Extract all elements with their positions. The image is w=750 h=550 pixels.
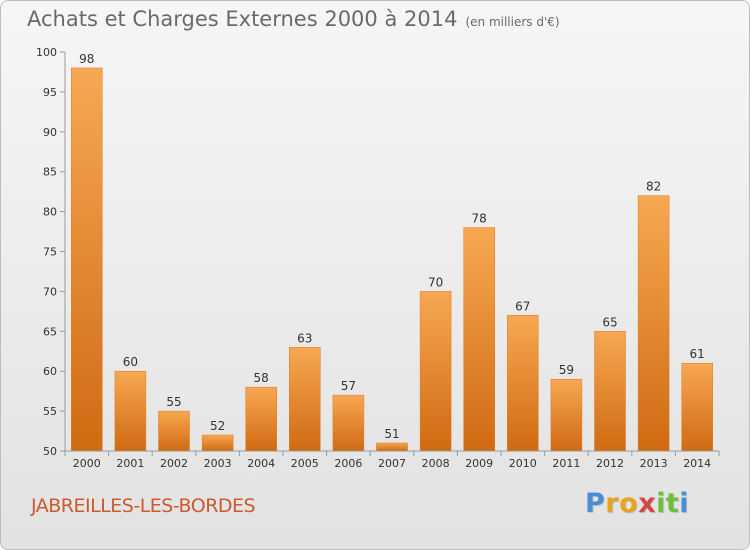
- y-tick-label: 85: [43, 166, 57, 179]
- x-tick-label: 2004: [247, 457, 275, 470]
- proxiti-logo[interactable]: Proxiti: [585, 488, 689, 519]
- bar-2010[interactable]: [507, 315, 539, 452]
- chart-unit: (en milliers d'€): [465, 15, 560, 29]
- bar-2001[interactable]: [114, 370, 147, 452]
- x-tick-label: 2000: [73, 457, 101, 470]
- logo-letter: x: [638, 488, 657, 519]
- bar-value-label: 58: [254, 371, 269, 385]
- y-tick-label: 50: [43, 445, 57, 458]
- y-axis: 50 55 60 65 70 75 80 85 90 95 100: [36, 46, 66, 458]
- bar-2012[interactable]: [594, 331, 626, 452]
- bar-2004[interactable]: [245, 386, 277, 452]
- bar-value-label: 59: [559, 363, 574, 377]
- chart-title: Achats et Charges Externes 2000 à 2014 (e…: [27, 7, 560, 31]
- x-tick-label: 2011: [552, 457, 580, 470]
- y-tick-label: 55: [43, 405, 57, 418]
- bar-value-label: 61: [690, 347, 705, 361]
- bar-2014[interactable]: [681, 362, 713, 452]
- x-tick-label: 2012: [596, 457, 624, 470]
- bar-2009[interactable]: [463, 227, 495, 452]
- x-tick-label: 2007: [378, 457, 406, 470]
- bar-value-label: 67: [515, 299, 530, 313]
- x-axis: 2000 2001 2002 2003 2004 2005 2006 2007 2008 2009…: [64, 450, 720, 470]
- y-tick-label: 100: [36, 46, 57, 59]
- logo-letter: i: [679, 488, 690, 519]
- bar-2013[interactable]: [637, 195, 670, 452]
- x-tick-label: 2002: [160, 457, 188, 470]
- x-tick-label: 2008: [422, 457, 450, 470]
- logo-letter: r: [605, 488, 620, 519]
- logo-letter: i: [656, 488, 666, 519]
- bar-2008[interactable]: [419, 291, 452, 452]
- bar-value-label: 65: [602, 315, 617, 329]
- bar-2000[interactable]: [71, 67, 103, 452]
- bar-value-label: 51: [384, 427, 399, 441]
- bar-2006[interactable]: [332, 394, 365, 452]
- city-name: JABREILLES-LES-BORDES: [31, 495, 256, 517]
- x-tick-label: 2009: [465, 457, 493, 470]
- bar-value-label: 52: [210, 419, 225, 433]
- bar-value-label: 55: [166, 395, 181, 409]
- logo-letter: o: [619, 488, 639, 519]
- bar-2007[interactable]: [376, 442, 408, 452]
- x-tick-label: 2014: [683, 457, 711, 470]
- bar-value-label: 63: [297, 331, 312, 345]
- bar-value-label: 82: [646, 180, 661, 194]
- x-tick-label: 2006: [334, 457, 362, 470]
- bar-value-label: 70: [428, 275, 443, 289]
- x-tick-label: 2010: [509, 457, 537, 470]
- bar-2002[interactable]: [158, 410, 190, 452]
- y-tick-label: 95: [43, 86, 57, 99]
- y-tick-label: 70: [43, 285, 57, 298]
- bar-2003[interactable]: [201, 434, 234, 452]
- x-tick-label: 2001: [116, 457, 144, 470]
- bar-2005[interactable]: [289, 347, 321, 452]
- x-tick-label: 2003: [204, 457, 232, 470]
- y-tick-label: 80: [43, 206, 57, 219]
- y-tick-label: 90: [43, 126, 57, 139]
- bars: 98 60 55 52 58 63 57 51 70 78 67 59 65 82 61: [71, 52, 713, 452]
- x-tick-label: 2005: [291, 457, 319, 470]
- bar-2011[interactable]: [550, 378, 583, 452]
- bar-value-label: 98: [79, 52, 94, 66]
- y-tick-label: 75: [43, 246, 57, 259]
- bar-value-label: 78: [472, 212, 487, 226]
- logo-letter: t: [665, 488, 680, 519]
- y-tick-label: 65: [43, 325, 57, 338]
- y-tick-label: 60: [43, 365, 57, 378]
- bar-value-label: 60: [123, 355, 138, 369]
- chart-title-text: Achats et Charges Externes 2000 à 2014: [27, 7, 458, 31]
- logo-letter: P: [585, 488, 606, 519]
- x-tick-label: 2013: [640, 457, 668, 470]
- bar-value-label: 57: [341, 379, 356, 393]
